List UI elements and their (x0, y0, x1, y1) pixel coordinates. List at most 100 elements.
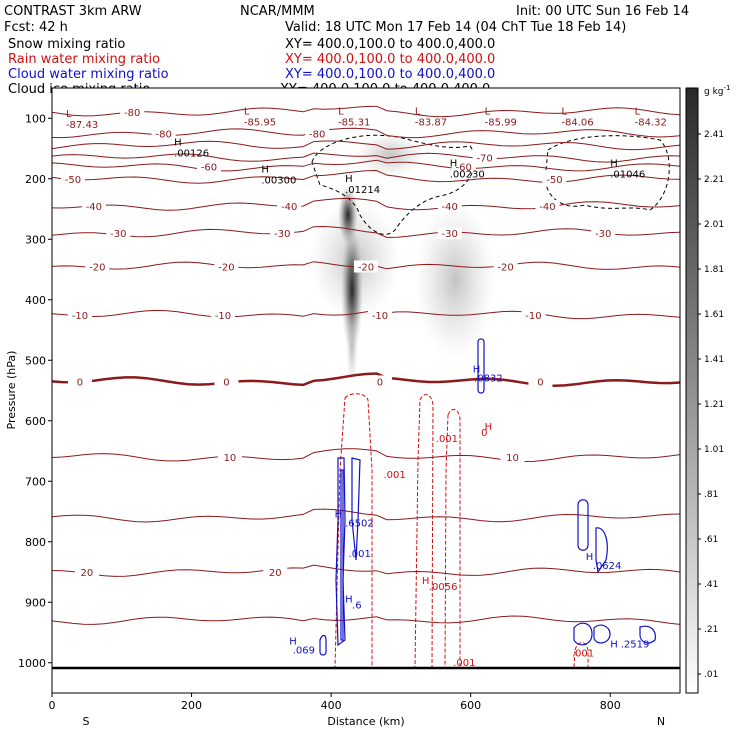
temp-label-bg-9-2 (367, 308, 392, 321)
colorbar-label-12: .01 (704, 670, 718, 680)
temp-label-bg-6-2 (437, 199, 462, 212)
y-axis-label: Pressure (hPa) (5, 351, 18, 430)
extremum-value-1: -85.95 (244, 118, 276, 129)
colorbar-label-11: .21 (704, 625, 718, 635)
temp-label-6-0: -40 (86, 202, 102, 213)
y-tick-label-1: 200 (25, 173, 46, 186)
temp-label-5-0: -50 (65, 175, 81, 186)
temp-contour-5 (52, 169, 680, 184)
extremum-kind-10: H (450, 159, 458, 170)
rain-label-5: .0056 (429, 582, 458, 593)
colorbar-label-8: .81 (704, 490, 718, 500)
field-cloudwater-xy: XY= 400.0,100.0 to 400.0,400.0 (285, 67, 495, 82)
temp-label-bg-9-3 (521, 308, 546, 321)
cloudwater-label-7: H (586, 552, 594, 563)
extremum-value-2: -85.31 (338, 118, 370, 129)
colorbar-label-1: 2.21 (704, 175, 724, 185)
cloudwater-label-6: .6 (352, 600, 362, 611)
extremum-kind-4: L (485, 107, 491, 118)
temp-label-8-2: -20 (358, 262, 374, 273)
temp-label-bg-7-0 (106, 227, 131, 240)
temp-contour-6 (52, 197, 680, 211)
temp-label-6-1: -40 (281, 202, 297, 213)
cloud-ice-contour-1 (311, 134, 476, 235)
rain-label-0: .001 (383, 470, 405, 481)
rain-label-3: 0 (481, 428, 487, 439)
temp-label-4-0: -60 (201, 163, 217, 174)
temp-label-bg-10-0 (67, 375, 92, 388)
y-tick-label-5: 600 (25, 415, 46, 428)
extremum-kind-11: H (610, 159, 618, 170)
temp-label-bg-13-0 (74, 566, 99, 578)
y-tick-label-9: 1000 (18, 657, 46, 670)
field-rain-xy: XY= 400.0,100.0 to 400.0,400.0 (285, 52, 495, 67)
cloudwater-contour-3 (340, 469, 344, 641)
temp-label-10-3: 0 (537, 377, 543, 388)
extremum-kind-8: H (261, 165, 269, 176)
colorbar-label-2: 2.01 (704, 220, 724, 230)
temp-contour-10 (52, 372, 680, 388)
y-tick-label-6: 700 (25, 475, 46, 488)
colorbar-label-9: .61 (704, 535, 718, 545)
temp-contour-9 (52, 309, 680, 320)
cloud-ice-contours (311, 134, 670, 235)
temp-contour-4 (52, 159, 680, 172)
temp-contour-3 (52, 152, 680, 163)
temp-label-9-3: -10 (525, 311, 541, 322)
header-center: NCAR/MMM (240, 4, 315, 19)
cloudwater-label-0: H (473, 364, 481, 375)
colorbar-label-10: .41 (704, 580, 718, 590)
cloudwater-label-12: .2519 (621, 640, 650, 651)
temp-contour-11 (52, 448, 680, 463)
cloudwater-contour-9 (593, 624, 611, 644)
field-cloudwater-name: Cloud water mixing ratio (8, 67, 169, 82)
temp-label-7-3: -30 (595, 229, 611, 240)
temp-label-bg-5-0 (60, 172, 85, 185)
cloudwater-label-11: H (610, 640, 618, 651)
y-tick-label-0: 100 (25, 112, 46, 125)
temp-label-bg-6-3 (535, 199, 560, 212)
x-tick-label-4: 800 (600, 699, 621, 712)
extremum-value-11: .01046 (610, 170, 645, 181)
extremum-kind-6: L (635, 107, 641, 118)
field-snow-name: Snow mixing ratio (8, 37, 125, 52)
extremum-kind-2: L (338, 107, 344, 118)
temp-label-bg-10-3 (528, 375, 553, 388)
extremum-kind-7: H (174, 137, 182, 148)
temp-label-bg-4-0 (197, 160, 221, 173)
cloudwater-contour-4 (477, 338, 485, 394)
temp-label-bg-9-1 (210, 308, 235, 321)
header-line-1: CONTRAST 3km ARW (4, 4, 142, 19)
extremum-kind-9: H (345, 174, 353, 185)
temp-label-9-2: -10 (372, 311, 388, 322)
temp-label-5-1: -50 (546, 175, 562, 186)
colorbar-labels: 2.41 2.21 2.01 1.81 1.61 1.41 1.21 1.01 .81 .61 .4… (698, 130, 724, 680)
extremum-value-7: .00126 (174, 148, 209, 159)
extremum-kind-0: L (66, 109, 72, 120)
cloudwater-label-5: H (345, 594, 353, 605)
temp-label-7-0: -30 (110, 229, 126, 240)
header: CONTRAST 3km ARW Fcst: 42 h NCAR/MMM Ini… (4, 4, 689, 97)
colorbar-label-3: 1.81 (704, 265, 724, 275)
temp-label-8-1: -20 (218, 262, 234, 273)
extremum-value-10: .00230 (450, 170, 485, 181)
temp-label-bg-9-0 (67, 308, 92, 321)
rain-contour-4 (573, 642, 589, 669)
temp-label-bg-7-2 (437, 227, 462, 240)
cloudwater-contour-5 (577, 499, 589, 551)
colorbar-unit: g kg-1 (704, 84, 730, 97)
cloud-ice-contour-2 (544, 135, 670, 211)
temp-label-bg-4-1 (451, 160, 476, 173)
temp-label-13-0: 20 (81, 568, 94, 579)
rain-label-2: H (485, 422, 493, 433)
colorbar-label-7: 1.01 (704, 445, 724, 455)
cloudwater-label-1: .0832 (474, 373, 503, 384)
temp-label-13-1: 20 (269, 568, 282, 579)
extremum-value-6: -84.32 (635, 118, 667, 129)
header-init: Init: 00 UTC Sun 16 Feb 14 (516, 4, 689, 19)
cloudwater-label-10: .069 (293, 646, 315, 657)
cloudwater-label-8: .0624 (593, 561, 622, 572)
colorbar: g kg-1 2.41 2.21 2.01 1.81 1.61 1.41 1.21 1.01.… (685, 84, 730, 694)
temp-label-bg-1-0 (151, 127, 176, 140)
